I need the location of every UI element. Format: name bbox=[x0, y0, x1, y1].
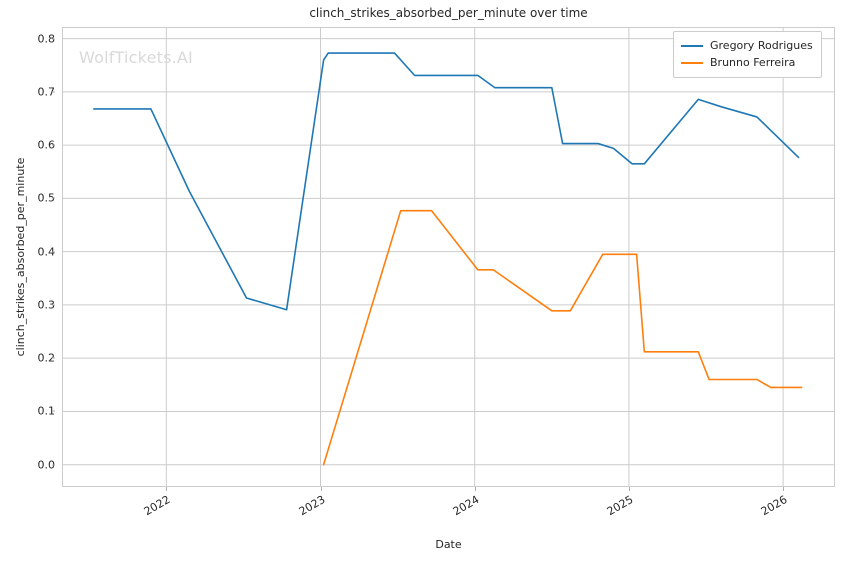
series-line-1 bbox=[93, 52, 800, 311]
x-tick-label: 2023 bbox=[296, 493, 327, 519]
x-tick-label: 2022 bbox=[142, 493, 173, 519]
horizontal-gridlines bbox=[63, 38, 834, 466]
y-tick-mark bbox=[51, 144, 55, 146]
y-tick-label: 0.3 bbox=[37, 298, 56, 312]
legend-label: Brunno Ferreira bbox=[710, 56, 796, 69]
y-tick-mark bbox=[51, 197, 55, 199]
legend-color-swatch bbox=[681, 61, 703, 64]
x-tick-label: 2025 bbox=[604, 493, 636, 519]
y-tick-mark bbox=[51, 410, 55, 412]
legend-item-2[interactable]: Brunno Ferreira bbox=[681, 54, 813, 71]
legend-item-1[interactable]: Gregory Rodrigues bbox=[681, 37, 813, 54]
x-tick-mark bbox=[783, 487, 785, 491]
plot-canvas bbox=[63, 28, 834, 486]
series-lines bbox=[93, 52, 803, 466]
y-tick-mark bbox=[51, 251, 55, 253]
series-line-2 bbox=[322, 209, 803, 466]
chart-title: clinch_strikes_absorbed_per_minute over … bbox=[309, 6, 588, 20]
y-tick-label: 0.2 bbox=[37, 351, 56, 365]
y-tick-mark bbox=[51, 91, 55, 93]
y-tick-label: 0.8 bbox=[37, 32, 56, 46]
y-tick-label: 0.6 bbox=[37, 138, 56, 152]
x-axis-ticks: 2022 2023 2024 2025 2026 bbox=[62, 487, 835, 537]
x-tick-mark bbox=[166, 487, 168, 491]
y-axis-label: clinch_strikes_absorbed_per_minute bbox=[14, 157, 27, 357]
x-tick-mark bbox=[474, 487, 476, 491]
y-tick-label: 0.5 bbox=[37, 191, 56, 205]
y-tick-label: 0.7 bbox=[37, 85, 56, 99]
chart-legend: Gregory Rodrigues Brunno Ferreira bbox=[673, 31, 822, 78]
y-tick-mark bbox=[51, 357, 55, 359]
y-axis-ticks: 0.0 0.1 0.2 0.3 0.4 0.5 0.6 0.7 0.8 bbox=[0, 27, 55, 487]
y-tick-label: 0.4 bbox=[37, 245, 56, 259]
x-tick-label: 2024 bbox=[450, 493, 482, 519]
y-tick-mark bbox=[51, 38, 55, 40]
x-tick-mark bbox=[320, 487, 322, 491]
x-axis-label: Date bbox=[435, 538, 462, 551]
vertical-gridlines bbox=[165, 28, 784, 486]
legend-label: Gregory Rodrigues bbox=[710, 39, 813, 52]
y-tick-label: 0.1 bbox=[37, 404, 56, 418]
y-tick-mark bbox=[51, 464, 55, 466]
y-tick-label: 0.0 bbox=[37, 458, 56, 472]
plot-area: WolfTickets.AI bbox=[62, 27, 835, 487]
legend-color-swatch bbox=[681, 44, 703, 47]
y-tick-mark bbox=[51, 304, 55, 306]
x-tick-mark bbox=[628, 487, 630, 491]
x-tick-label: 2026 bbox=[758, 493, 790, 519]
